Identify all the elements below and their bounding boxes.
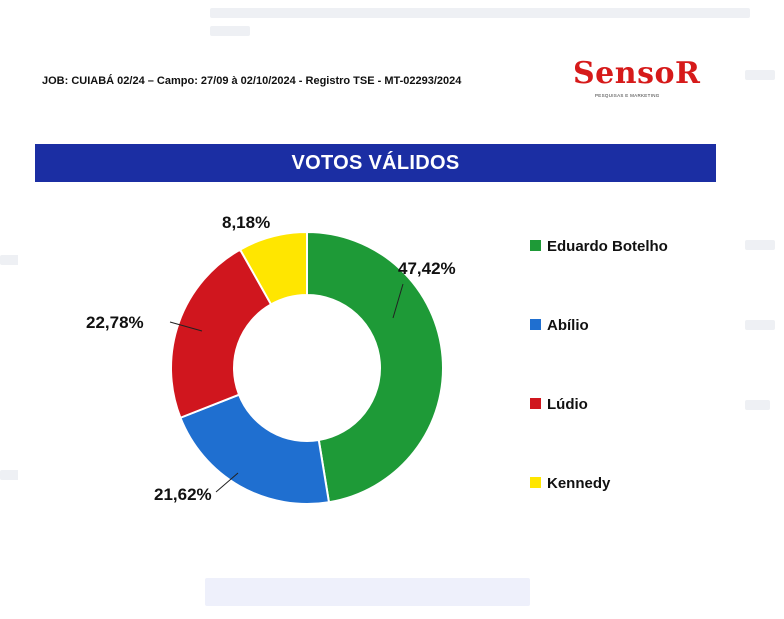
legend-label: Eduardo Botelho — [547, 238, 668, 255]
legend-swatch — [530, 477, 541, 488]
logo-wordmark: SensoR — [573, 56, 701, 91]
legend-label: Kennedy — [547, 475, 611, 492]
chart-slide: JOB: CUIABÁ 02/24 – Campo: 27/09 à 02/10… — [18, 48, 738, 538]
leader-line — [169, 321, 203, 332]
data-label: 8,18% — [222, 213, 270, 232]
data-label: 21,62% — [154, 485, 212, 504]
background-text-line — [745, 320, 775, 330]
legend-label: Abílio — [547, 317, 589, 334]
donut-slice-l-dio — [170, 248, 273, 420]
background-text-line — [745, 70, 775, 80]
background-text-line — [745, 400, 770, 410]
data-label: 47,42% — [398, 259, 456, 278]
donut-slice-eduardo-botelho — [306, 230, 444, 504]
donut-slice-kennedy — [238, 230, 308, 306]
background-text-line — [210, 26, 250, 36]
legend-swatch — [530, 319, 541, 330]
background-text-line — [0, 255, 20, 265]
sensor-logo: SensoR PESQUISAS E MARKETING — [573, 56, 700, 104]
donut-slice-ab-lio — [179, 393, 331, 505]
leader-line — [392, 283, 404, 319]
job-info-line: JOB: CUIABÁ 02/24 – Campo: 27/09 à 02/10… — [42, 75, 462, 87]
legend-label: Lúdio — [547, 396, 588, 413]
donut-chart: 47,42% 21,62% 22,78% 8,18% Eduardo Botelho Ab… — [86, 213, 668, 505]
background-footer-bar — [205, 578, 530, 606]
legend-swatch — [530, 398, 541, 409]
legend-swatch — [530, 240, 541, 251]
background-text-line — [210, 8, 750, 18]
leader-line — [215, 472, 239, 493]
title-banner: VOTOS VÁLIDOS — [35, 144, 716, 182]
data-label: 22,78% — [86, 313, 144, 332]
background-text-line — [745, 240, 775, 250]
chart-title: VOTOS VÁLIDOS — [291, 151, 460, 174]
logo-tagline: PESQUISAS E MARKETING — [595, 93, 660, 98]
background-text-line — [0, 470, 20, 480]
